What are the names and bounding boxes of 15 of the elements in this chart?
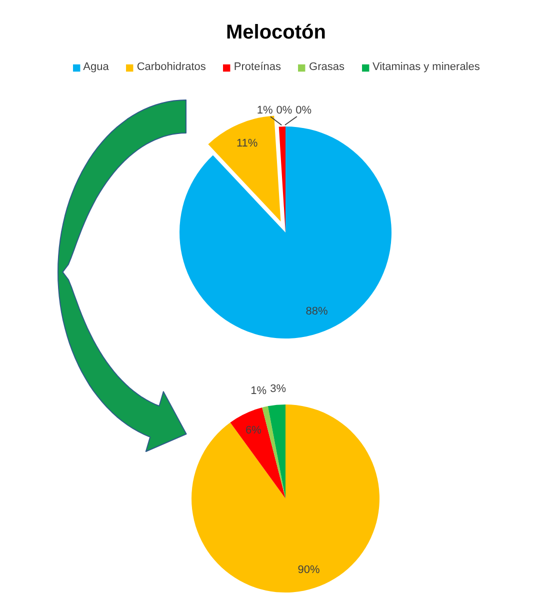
legend-label: Proteínas: [234, 61, 282, 73]
data-label: 11%: [236, 138, 258, 150]
legend-label: Grasas: [309, 61, 344, 73]
text: 0%: [276, 104, 292, 116]
data-label: 88%: [306, 305, 328, 318]
legend-label: Carbohidratos: [136, 61, 206, 73]
text: 0%: [296, 104, 312, 116]
data-label: 90%: [298, 564, 320, 576]
legend-label: Agua: [83, 61, 109, 73]
data-label: 1%: [250, 385, 267, 398]
data-label: 6%: [246, 424, 262, 436]
data-label: 3%: [270, 382, 286, 395]
chart-title: Melocotón: [226, 22, 326, 44]
legend-label: Vitaminas y minerales: [372, 61, 480, 73]
data-label: 1%: [256, 104, 273, 117]
